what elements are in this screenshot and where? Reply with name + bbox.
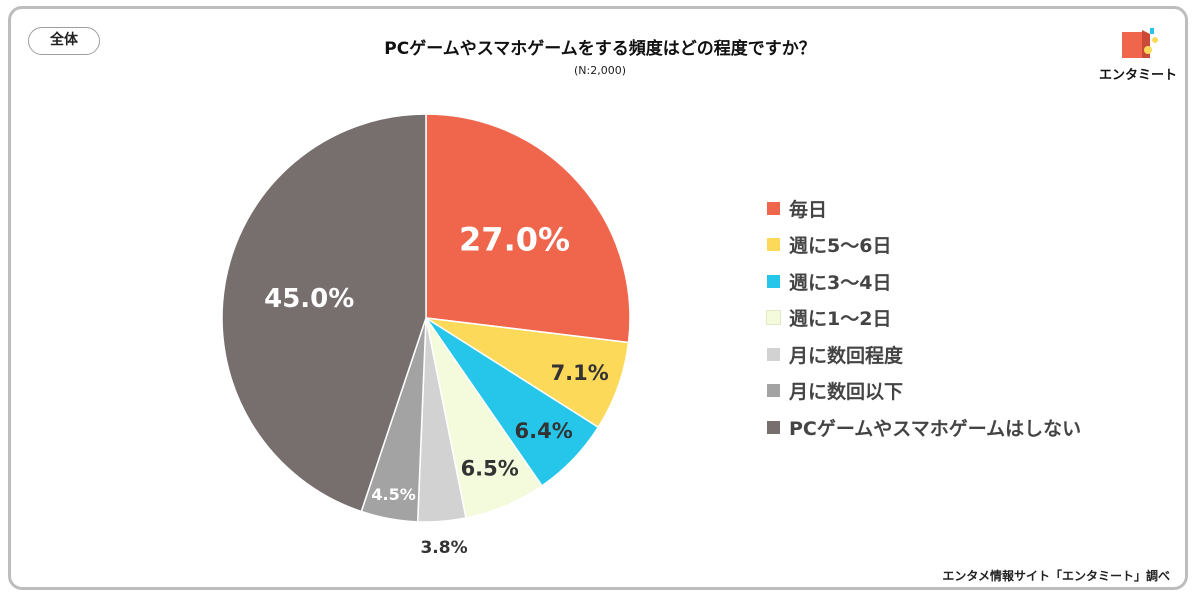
chart-title: PCゲームやスマホゲームをする頻度はどの程度ですか？ [384,39,816,59]
legend-item: PCゲームやスマホゲームはしない [767,409,1081,446]
source-note: エンタメ情報サイト「エンタミート」調べ [942,569,1170,583]
legend-swatch [767,238,780,252]
legend-item: 週に3〜4日 [767,263,1081,300]
legend-label: 週に1〜2日 [789,308,892,331]
legend-swatch [766,310,781,326]
pie-slice [425,113,631,344]
pie-slice [221,113,427,513]
legend-label: 月に数回程度 [789,344,904,367]
legend-swatch [767,384,780,398]
legend-label: 月に数回以下 [789,381,904,404]
legend-label: 週に3〜4日 [789,271,892,294]
legend-swatch [767,347,780,361]
legend-label: 毎日 [789,198,828,221]
entameet-logo-icon [1122,28,1158,58]
legend-item: 月に数回以下 [767,373,1081,410]
slice-value-label: 27.0% [459,221,570,259]
slice-value-label: 45.0% [264,284,354,314]
slice-value-label: 6.4% [515,419,573,443]
slice-value-label: 6.5% [461,456,519,480]
legend-swatch [767,274,780,288]
legend-swatch [767,420,780,434]
pie-slices [221,113,631,523]
logo-text: エンタミート [1098,68,1177,83]
pie-labels: 27.0% 7.1% 6.4% 6.5% 3.8% 4.5% 45.0% [264,221,609,558]
legend-swatch [767,201,780,215]
legend-item: 週に1〜2日 [766,300,1081,337]
slice-value-label: 4.5% [371,485,415,504]
slice-value-label: 3.8% [420,538,467,558]
legend-label: PCゲームやスマホゲームはしない [789,417,1082,440]
chart-subtitle: (N:2,000) [573,64,626,77]
legend-item: 月に数回程度 [767,336,1081,373]
legend-item: 週に5〜6日 [767,227,1081,264]
chart-legend: 毎日週に5〜6日 週に3〜4日 週に1〜2日 月に数回程度 月に数回以下 PCゲームやスマ… [766,190,1081,446]
slice-value-label: 7.1% [551,361,609,385]
legend-item: 毎日 [767,190,1081,227]
segment-tag: 全体 [28,27,100,55]
legend-label: 週に5〜6日 [789,235,892,258]
